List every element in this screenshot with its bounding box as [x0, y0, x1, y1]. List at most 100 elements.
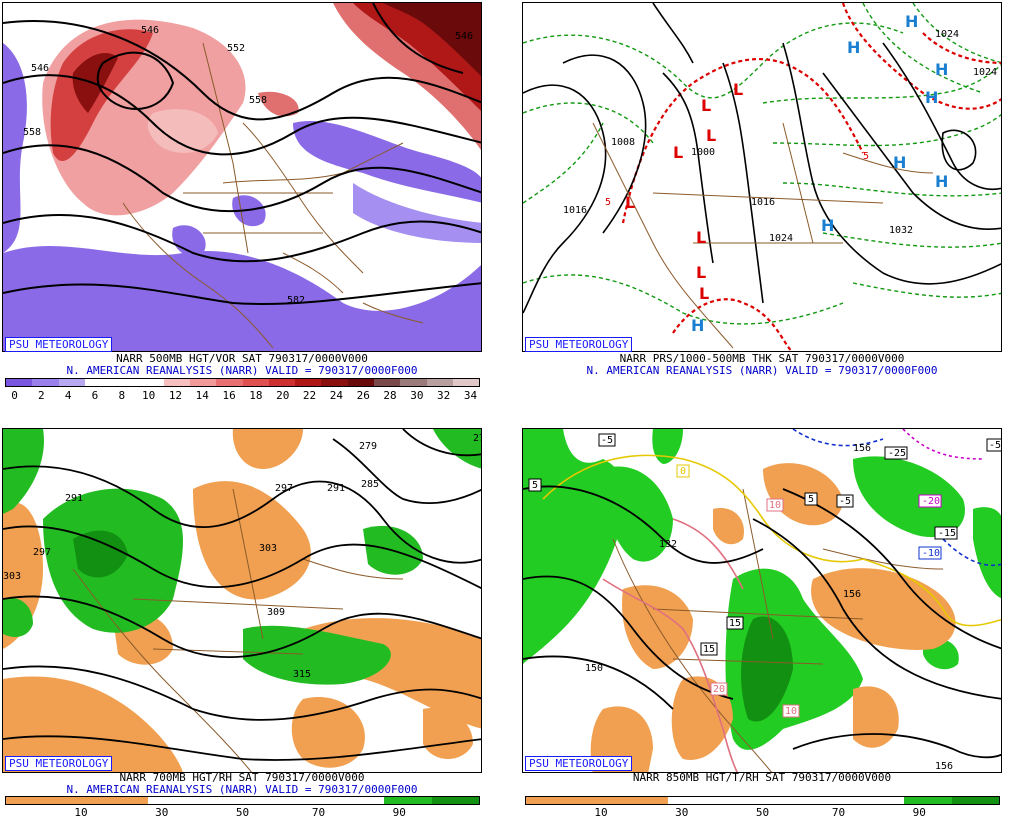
svg-text:-20: -20: [922, 496, 940, 507]
height-label: 156: [935, 761, 953, 772]
legend-swatch: [189, 379, 217, 386]
svg-text:10: 10: [769, 500, 781, 511]
temp-label: -5: [598, 433, 616, 447]
svg-text:0: 0: [680, 466, 686, 477]
isobar-label: 1016: [751, 197, 775, 208]
low-pressure-symbol: L: [696, 263, 706, 282]
legend-swatch: [373, 379, 401, 386]
geographic-borders: [122, 42, 424, 349]
height-contours: [3, 3, 481, 305]
temp-label: -5: [986, 438, 1001, 452]
thickness-540-line: [621, 3, 1001, 351]
high-pressure-symbol: H: [935, 172, 948, 191]
temp-label: -15: [934, 526, 958, 540]
legend-swatch: [268, 379, 296, 386]
low-pressure-centers: L L L L L L L L: [625, 80, 743, 303]
color-legend: [5, 378, 480, 387]
rh-color-legend: [5, 796, 480, 805]
height-contour-labels: 546 558 546 552 558 546 582: [23, 25, 473, 306]
isobars: [523, 3, 1001, 314]
legend-tick: 10: [141, 389, 156, 402]
high-pressure-symbol: H: [893, 153, 906, 172]
legend-tick: 70: [831, 806, 846, 819]
svg-text:20: 20: [713, 684, 725, 695]
legend-tick: 24: [329, 389, 343, 402]
vorticity-low-shading: [3, 43, 481, 351]
legend-tick: 70: [311, 806, 326, 819]
legend-tick: 50: [755, 806, 770, 819]
legend-tick: 8: [118, 389, 126, 402]
borders: [592, 122, 934, 349]
map-850mb: 132 150 156 156 156 -5 5 0 10 5 -5 -25 -…: [522, 428, 1002, 773]
thickness-label: 5: [863, 151, 869, 162]
contour-label: 582: [287, 295, 305, 306]
legend-swatch: [400, 379, 427, 386]
legend-swatch: [216, 379, 243, 386]
height-label: 279: [473, 433, 482, 444]
height-label: 297: [275, 483, 293, 494]
temp-label: -10: [918, 546, 942, 560]
temp-label: 10: [766, 498, 784, 512]
svg-text:-5: -5: [601, 435, 613, 446]
high-pressure-symbol: H: [821, 216, 834, 235]
low-pressure-symbol: L: [625, 193, 635, 212]
legend-tick: 28: [383, 389, 397, 402]
isobar-label: 1016: [563, 205, 587, 216]
legend-swatch: [242, 379, 269, 386]
psu-meteorology-badge: PSU METEOROLOGY: [525, 337, 633, 352]
height-label: 315: [293, 669, 311, 680]
temp-label: 5: [804, 492, 818, 506]
panel-caption: NARR 500MB HGT/VOR SAT 790317/0000V000: [116, 352, 368, 365]
panel-caption: NARR 700MB HGT/RH SAT 790317/0000V000: [119, 771, 365, 784]
height-labels: 279 291 297 291 285 297 303 309 315 303 …: [3, 433, 482, 680]
psu-meteorology-badge: PSU METEOROLOGY: [525, 756, 633, 771]
psu-meteorology-badge: PSU METEOROLOGY: [5, 337, 113, 352]
height-label: 150: [585, 663, 603, 674]
legend-tick: 18: [249, 389, 263, 402]
isobar-label: 1032: [889, 225, 913, 236]
panel-caption: NARR 850MB HGT/T/RH SAT 790317/0000V000: [632, 771, 892, 784]
legend-swatch: [321, 379, 348, 386]
low-pressure-symbol: L: [733, 80, 743, 99]
legend-tick: 22: [302, 389, 317, 402]
legend-swatch: [84, 379, 112, 386]
height-label: 297: [33, 547, 51, 558]
temp-label: 20: [710, 682, 728, 696]
panel-caption: NARR PRS/1000-500MB THK SAT 790317/0000V…: [619, 352, 905, 365]
panel-700mb-humidity: 279 291 297 291 285 297 303 309 315 303 …: [2, 428, 482, 819]
legend-tick: 90: [912, 806, 926, 819]
map-700mb: 279 291 297 291 285 297 303 309 315 303 …: [2, 428, 482, 773]
legend-swatch: [426, 379, 453, 386]
svg-text:-25: -25: [888, 448, 906, 459]
height-label: 132: [659, 539, 677, 550]
contour-label: 546: [455, 31, 473, 42]
temp-label: -20: [918, 494, 942, 508]
svg-text:15: 15: [729, 618, 741, 629]
temp-label: 5: [528, 478, 542, 492]
svg-text:-5: -5: [989, 440, 1001, 451]
panel-subcaption: N. AMERICAN REANALYSIS (NARR) VALID = 79…: [586, 364, 938, 377]
legend-swatch: [111, 379, 138, 386]
legend-tick: 12: [168, 389, 183, 402]
legend-tick: 6: [91, 389, 99, 402]
legend-tick: 10: [74, 806, 88, 819]
legend-swatch: [137, 379, 164, 386]
contour-label: 558: [23, 127, 41, 138]
contour-label: 546: [31, 63, 49, 74]
map-pressure: 1008 1000 1016 1016 1024 1032 1024 1024 …: [522, 2, 1002, 352]
panel-subcaption: N. AMERICAN REANALYSIS (NARR) VALID = 79…: [66, 364, 418, 377]
high-pressure-centers: H H H H H H H H: [691, 12, 948, 335]
temp-label: 10: [782, 704, 800, 718]
legend-swatch: [452, 379, 480, 386]
borders: [72, 488, 404, 772]
height-label: 156: [843, 589, 861, 600]
svg-text:-10: -10: [922, 548, 940, 559]
isobar-labels: 1008 1000 1016 1016 1024 1032 1024 1024: [563, 29, 997, 244]
svg-text:5: 5: [532, 480, 538, 491]
legend-swatch: [6, 379, 33, 386]
svg-text:-5: -5: [839, 496, 851, 507]
high-pressure-symbol: H: [847, 38, 860, 57]
contour-label: 558: [249, 95, 267, 106]
temp-label: 15: [726, 616, 744, 630]
height-label: 291: [65, 493, 83, 504]
